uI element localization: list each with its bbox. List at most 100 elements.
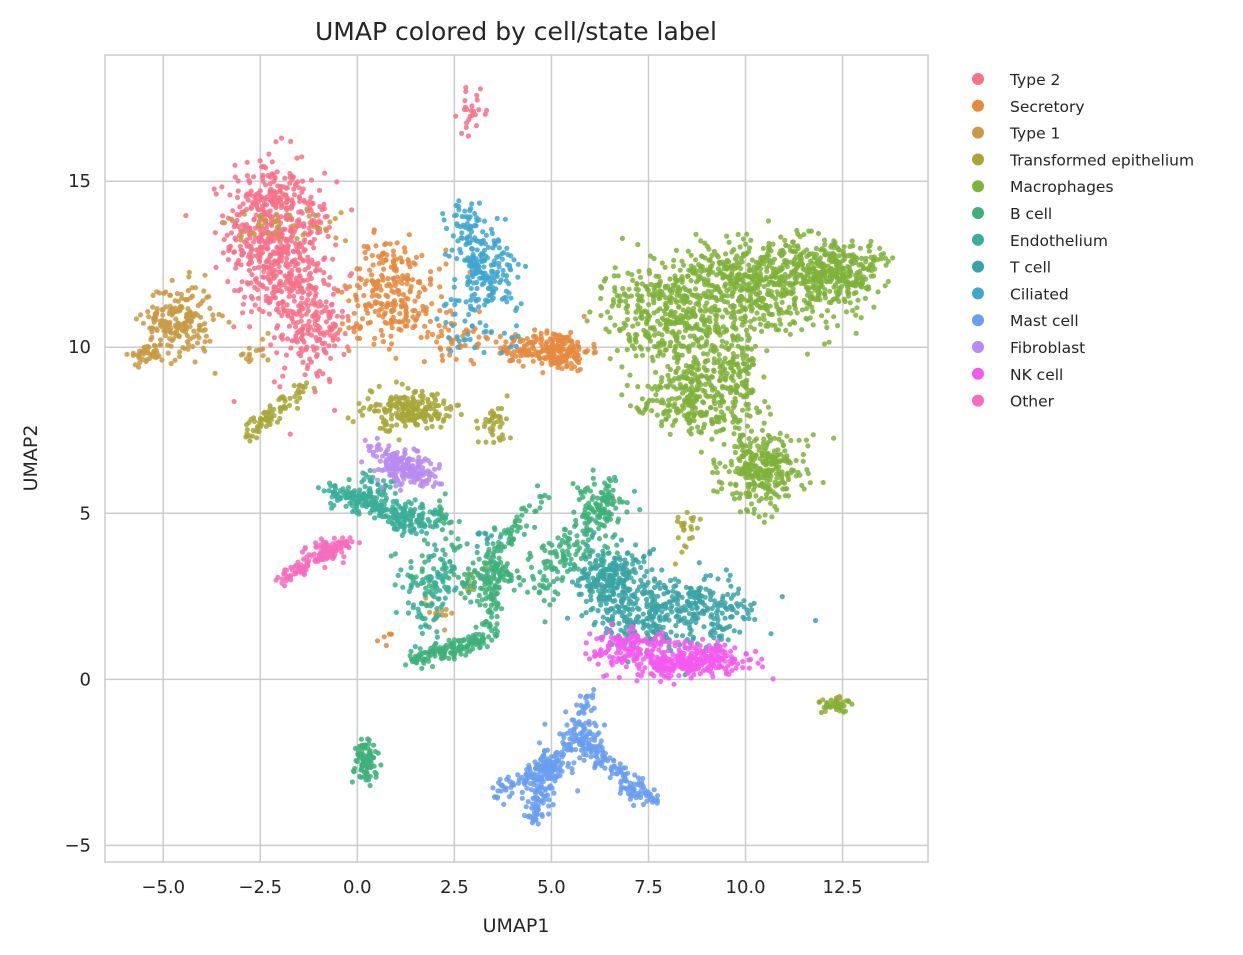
data-point xyxy=(453,356,459,362)
data-point xyxy=(676,395,682,401)
data-point xyxy=(738,336,745,342)
data-point xyxy=(668,339,674,345)
data-point xyxy=(726,239,732,245)
data-point xyxy=(725,293,731,299)
data-point xyxy=(268,186,274,192)
data-point xyxy=(369,293,375,299)
data-point xyxy=(682,298,689,304)
data-point xyxy=(622,291,628,297)
data-point xyxy=(737,458,743,464)
data-point xyxy=(455,536,461,542)
data-point xyxy=(551,597,557,603)
data-point xyxy=(294,405,301,411)
data-point xyxy=(627,403,634,409)
data-point xyxy=(804,292,811,298)
data-point xyxy=(624,509,630,515)
data-point xyxy=(855,297,861,303)
data-point xyxy=(491,525,497,531)
data-point xyxy=(280,373,286,379)
data-point xyxy=(424,334,430,340)
series-transformed-epithelium-points xyxy=(243,379,852,715)
data-point xyxy=(752,343,759,349)
data-point xyxy=(361,292,367,299)
data-point xyxy=(265,330,271,336)
data-point xyxy=(779,477,785,483)
data-point xyxy=(389,288,395,294)
data-point xyxy=(393,301,399,307)
data-point xyxy=(300,359,306,365)
data-point xyxy=(298,345,304,352)
data-point xyxy=(291,298,297,304)
data-point xyxy=(405,257,411,263)
data-point xyxy=(760,440,767,446)
data-point xyxy=(477,645,483,651)
data-point xyxy=(288,278,294,284)
data-point xyxy=(844,288,851,295)
data-point xyxy=(601,278,607,284)
data-point xyxy=(297,395,303,401)
data-point xyxy=(489,567,495,573)
data-point xyxy=(471,584,478,590)
data-point xyxy=(727,385,733,391)
data-point xyxy=(849,701,855,707)
data-point xyxy=(427,281,434,287)
data-point xyxy=(709,383,715,390)
data-point xyxy=(656,273,662,280)
data-point xyxy=(291,383,297,389)
data-point xyxy=(792,320,798,326)
data-point xyxy=(355,303,361,309)
data-point xyxy=(345,317,351,323)
data-point xyxy=(410,659,416,665)
data-point xyxy=(742,251,749,257)
data-point xyxy=(421,359,427,365)
data-point xyxy=(488,558,494,564)
data-point xyxy=(806,269,812,275)
data-point xyxy=(714,470,720,476)
data-point xyxy=(489,614,495,620)
data-point xyxy=(311,327,317,333)
data-point xyxy=(746,436,752,442)
data-point xyxy=(824,308,831,314)
data-point xyxy=(822,287,828,293)
data-point xyxy=(185,346,191,352)
data-point xyxy=(737,509,744,515)
data-point xyxy=(324,213,330,219)
data-point xyxy=(150,292,156,298)
data-point xyxy=(875,289,881,295)
data-point xyxy=(289,315,295,321)
data-point xyxy=(255,199,261,205)
data-point xyxy=(742,305,748,311)
data-point xyxy=(787,321,793,327)
data-point xyxy=(591,345,597,351)
data-point xyxy=(648,281,654,287)
data-point xyxy=(305,308,311,314)
data-point xyxy=(655,318,661,324)
data-point xyxy=(287,212,293,219)
data-point xyxy=(658,378,665,385)
data-point xyxy=(175,298,181,304)
data-point xyxy=(178,291,184,297)
data-point xyxy=(890,255,896,261)
data-point xyxy=(729,373,735,379)
data-point xyxy=(693,231,699,237)
data-point xyxy=(243,206,250,213)
data-point xyxy=(260,336,266,342)
data-point xyxy=(248,255,254,261)
data-point xyxy=(649,386,655,392)
data-point xyxy=(739,407,746,413)
data-point xyxy=(391,307,397,313)
data-point xyxy=(267,252,273,258)
data-point xyxy=(311,385,317,392)
data-point xyxy=(535,350,542,356)
data-point xyxy=(405,276,411,282)
data-point xyxy=(777,317,783,323)
data-point xyxy=(821,341,828,347)
data-point xyxy=(716,352,722,358)
data-point xyxy=(364,770,370,776)
data-point xyxy=(301,239,307,245)
data-point xyxy=(296,303,302,309)
data-point xyxy=(288,203,295,209)
data-point xyxy=(705,357,711,364)
data-point xyxy=(603,486,609,492)
data-point xyxy=(359,479,365,485)
